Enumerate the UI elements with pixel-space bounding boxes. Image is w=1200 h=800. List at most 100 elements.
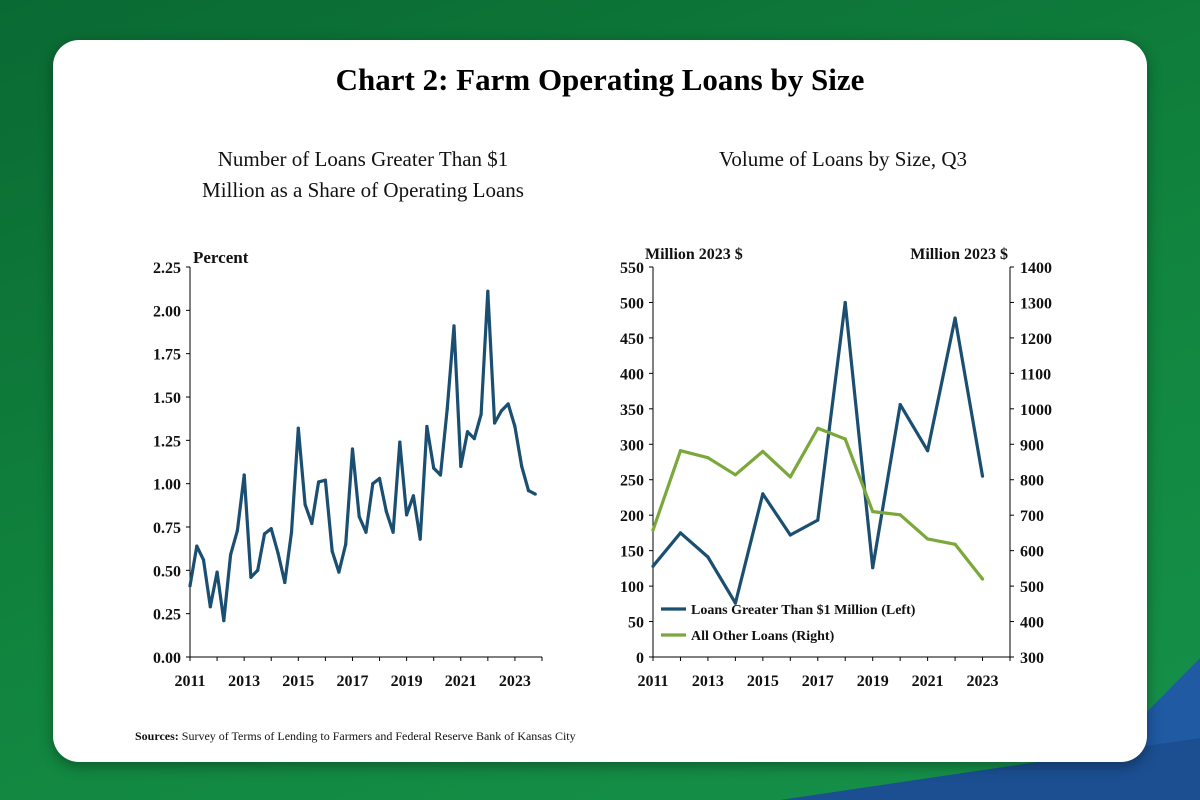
right-data-point <box>926 449 930 453</box>
right-data-point <box>761 492 765 496</box>
right-right-y-tick-label: 500 <box>1020 579 1044 596</box>
left-data-point <box>276 551 280 555</box>
right-data-point <box>816 426 820 430</box>
left-data-point <box>479 412 483 416</box>
right-data-point <box>816 518 820 522</box>
left-data-point <box>262 532 267 536</box>
right-data-point <box>898 513 902 517</box>
left-data-point <box>317 480 321 484</box>
right-left-y-tick-label: 300 <box>620 437 644 454</box>
left-data-point <box>296 426 300 430</box>
left-data-point <box>445 407 449 411</box>
left-data-point <box>289 530 294 534</box>
right-x-tick-label: 2019 <box>857 673 889 690</box>
right-data-point <box>651 564 655 568</box>
right-left-y-tick-label: 50 <box>628 615 644 632</box>
right-data-point <box>843 437 847 441</box>
left-data-point <box>188 584 192 588</box>
left-data-point <box>513 424 517 429</box>
slide-title: Chart 2: Farm Operating Loans by Size <box>335 62 865 97</box>
left-data-point <box>438 473 443 477</box>
left-data-point <box>195 544 199 548</box>
left-y-tick-label: 2.25 <box>153 260 181 277</box>
right-data-point <box>788 475 792 479</box>
right-chart-title: Volume of Loans by Size, Q3 <box>718 147 968 171</box>
sources-note: Sources: Survey of Terms of Lending to F… <box>135 729 576 744</box>
right-right-y-tick-label: 1300 <box>1020 295 1052 312</box>
legend-label: Loans Greater Than $1 Million (Left) <box>691 603 916 618</box>
left-data-point <box>201 558 206 562</box>
right-right-y-tick-label: 300 <box>1020 650 1044 667</box>
right-data-point <box>953 316 957 320</box>
right-left-y-tick-label: 350 <box>620 402 644 419</box>
sources-label: Sources: <box>135 729 179 743</box>
left-x-tick-label: 2011 <box>174 673 205 690</box>
right-right-y-tick-label: 600 <box>1020 544 1044 561</box>
right-left-y-tick-label: 100 <box>620 579 644 596</box>
left-y-tick-label: 0.25 <box>153 607 181 624</box>
left-data-point <box>465 430 470 434</box>
right-data-point <box>843 300 847 305</box>
right-right-y-tick-label: 400 <box>1020 615 1044 632</box>
right-data-point <box>733 601 737 605</box>
left-y-tick-label: 1.50 <box>153 390 181 407</box>
right-x-tick-label: 2011 <box>637 673 668 690</box>
left-data-point <box>323 478 327 482</box>
right-data-point <box>871 566 875 570</box>
right-data-point <box>651 528 655 532</box>
right-data-point <box>706 555 710 559</box>
right-right-y-tick-label: 1400 <box>1020 260 1052 277</box>
right-data-point <box>788 533 792 537</box>
left-data-point <box>432 466 436 470</box>
left-y-tick-label: 1.00 <box>153 477 181 494</box>
left-data-point <box>506 402 510 406</box>
right-data-point <box>706 456 710 460</box>
left-chart: 0.00 0.25 0.50 0.75 1.00 1.25 1.50 1.75 2.00 2.25… <box>153 248 543 690</box>
left-data-point <box>499 409 503 413</box>
left-data-point <box>384 509 388 513</box>
right-data-point <box>678 531 683 535</box>
right-data-point <box>898 402 902 407</box>
left-data-point <box>520 464 524 468</box>
left-data-point <box>357 515 361 519</box>
left-chart-title: Number of Loans Greater Than $1 Million … <box>143 144 583 206</box>
left-y-tick-label: 1.25 <box>153 433 181 450</box>
left-data-point <box>526 489 531 493</box>
left-y-tick-label: 0.00 <box>153 650 181 667</box>
right-right-y-tick-label: 1200 <box>1020 331 1052 348</box>
right-right-y-tick-label: 700 <box>1020 508 1044 525</box>
left-data-point <box>398 440 402 444</box>
left-data-point <box>269 527 273 531</box>
left-y-tick-label: 1.75 <box>153 347 181 364</box>
right-data-point <box>980 474 985 478</box>
right-left-y-tick-label: 250 <box>620 473 644 490</box>
right-left-y-tick-label: 500 <box>620 295 644 312</box>
left-data-point <box>364 530 368 534</box>
slide-card: Chart 2: Farm Operating Loans by Size Nu… <box>53 40 1147 762</box>
right-left-y-tick-label: 0 <box>636 650 644 667</box>
left-data-point <box>377 476 382 481</box>
left-data-point <box>283 580 287 585</box>
left-y-tick-label: 0.75 <box>153 520 181 537</box>
right-x-tick-label: 2015 <box>747 673 779 690</box>
right-left-y-tick-label: 400 <box>620 366 644 383</box>
left-data-point <box>222 619 226 623</box>
right-series-line-1 <box>651 426 984 580</box>
left-x-tick-label: 2015 <box>282 673 314 690</box>
right-data-point <box>953 542 957 546</box>
left-data-point <box>452 324 456 328</box>
left-chart-title-line: Million as a Share of Operating Loans <box>202 178 524 202</box>
left-data-point <box>391 530 395 534</box>
right-data-point <box>733 473 737 477</box>
right-right-unit-label: Million 2023 $ <box>910 246 1008 263</box>
left-x-tick-label: 2013 <box>228 673 260 690</box>
left-y-tick-label: 2.00 <box>153 303 181 320</box>
left-data-point <box>330 549 334 553</box>
left-y-tick-label: 0.50 <box>153 563 181 580</box>
left-x-tick-label: 2023 <box>499 673 531 690</box>
left-x-tick-label: 2019 <box>391 673 423 690</box>
right-x-tick-label: 2023 <box>967 673 999 690</box>
legend-label: All Other Loans (Right) <box>691 629 835 644</box>
right-data-point <box>761 449 765 453</box>
left-data-point <box>350 447 355 451</box>
